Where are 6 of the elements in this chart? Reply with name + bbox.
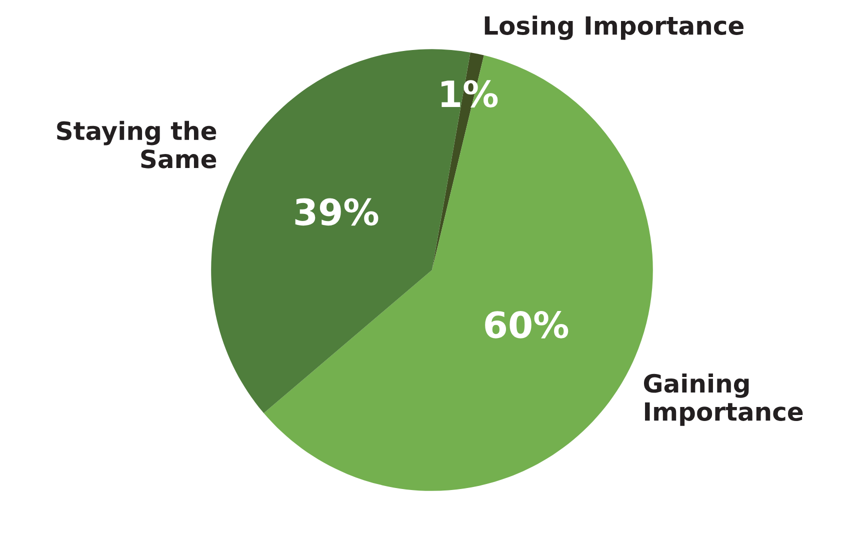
data-label: 60% [485,311,568,338]
slice-label: Staying the Same [57,120,216,168]
slice-label: Gaining Importance [644,373,803,426]
data-label: 1% [442,80,498,108]
data-label: 39% [295,198,378,226]
slice-label: Losing Importance [484,16,744,40]
